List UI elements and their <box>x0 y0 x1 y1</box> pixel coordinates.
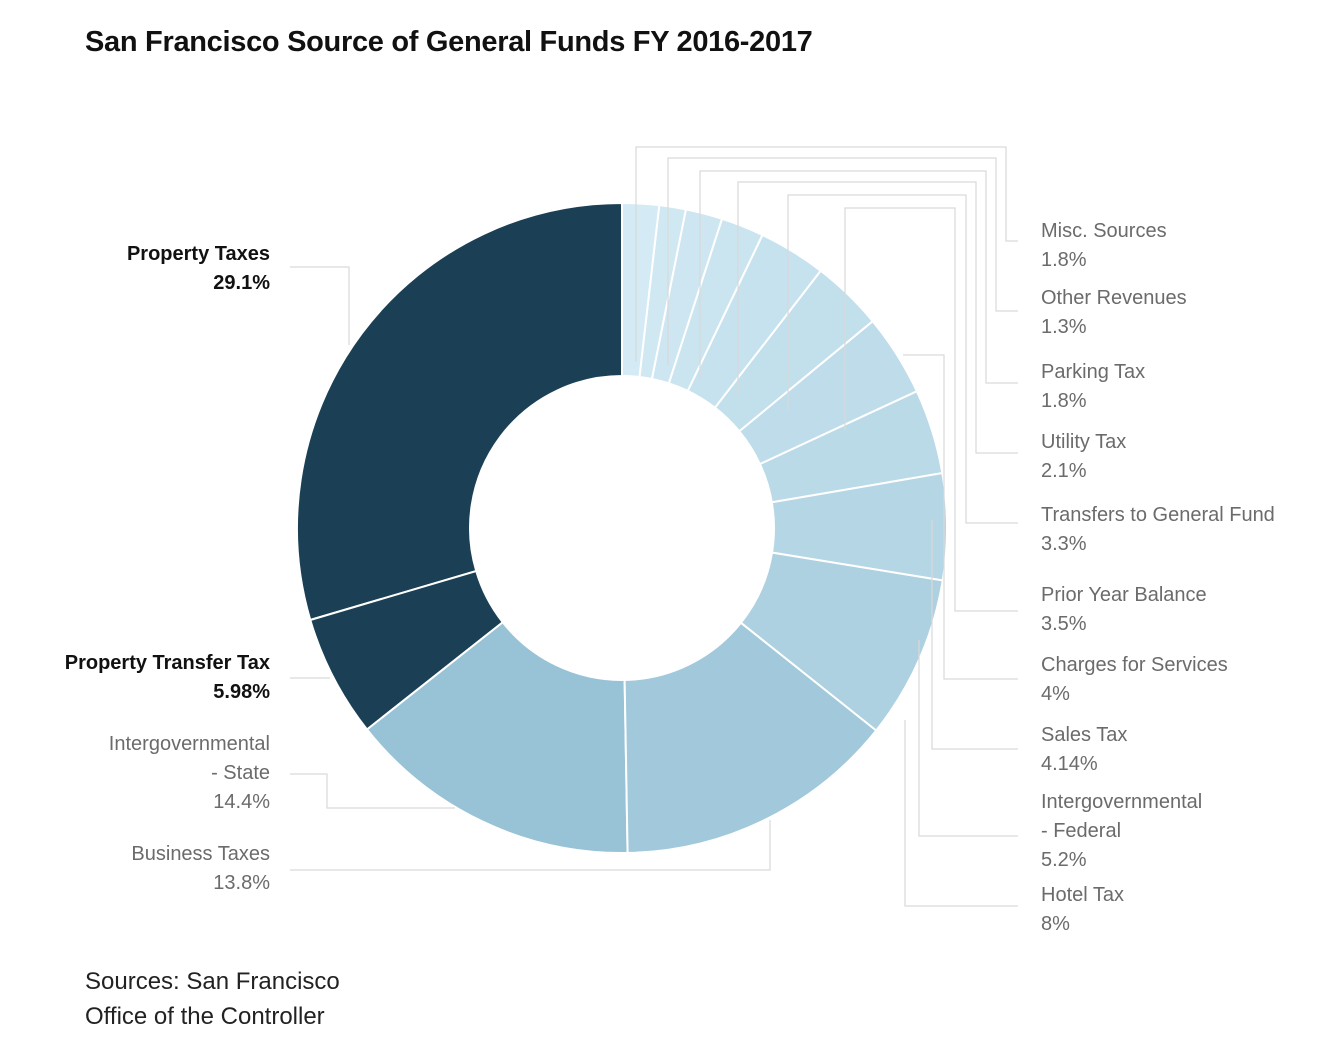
label-sales-tax-value: 4.14% <box>1041 753 1098 775</box>
label-intergov-state-value: 14.4% <box>213 791 270 813</box>
label-hotel-tax-name: Hotel Tax <box>1041 884 1124 906</box>
label-utility-tax-name: Utility Tax <box>1041 431 1126 453</box>
leader-charges-for-services <box>903 354 1018 680</box>
slice-utility-tax <box>667 217 764 393</box>
label-property-transfer-tax-name: Property Transfer Tax <box>65 652 270 674</box>
slice-parking-tax <box>650 208 724 385</box>
leader-lines <box>290 146 1018 907</box>
leader-hotel-tax <box>904 720 1018 907</box>
label-intergov-federal-value: 5.2% <box>1041 849 1087 871</box>
slice-intergovernmental-state <box>365 620 629 854</box>
leader-sales-tax <box>931 520 1018 750</box>
leader-property-taxes <box>290 266 350 345</box>
donut-slices <box>296 201 948 854</box>
leader-transfers-to-general-fund <box>787 194 1018 524</box>
label-sales-tax-name: Sales Tax <box>1041 724 1127 746</box>
label-charges-for-services-name: Charges for Services <box>1041 654 1228 676</box>
label-charges-for-services-value: 4% <box>1041 683 1070 705</box>
label-property-transfer-tax-value: 5.98% <box>213 681 270 703</box>
slice-intergovernmental-federal <box>770 471 948 582</box>
label-intergov-federal-name: Intergovernmental <box>1041 791 1202 813</box>
label-transfers-to-general-fund-value: 3.3% <box>1041 533 1087 555</box>
label-business-taxes-value: 13.8% <box>213 872 270 894</box>
slice-transfers-to-general-fund <box>686 233 823 410</box>
label-prior-year-balance-value: 3.5% <box>1041 613 1087 635</box>
label-hotel-tax-value: 8% <box>1041 913 1070 935</box>
label-misc-sources-name: Misc. Sources <box>1041 220 1167 242</box>
label-intergov-state-name: - State <box>211 762 270 784</box>
label-other-revenues-value: 1.3% <box>1041 316 1087 338</box>
label-intergov-federal-name: - Federal <box>1041 820 1121 842</box>
slice-business-taxes <box>623 621 878 854</box>
label-other-revenues-name: Other Revenues <box>1041 287 1187 309</box>
label-parking-tax-name: Parking Tax <box>1041 361 1145 383</box>
leader-other-revenues <box>667 157 1018 365</box>
label-property-taxes-value: 29.1% <box>213 272 270 294</box>
slice-property-transfer-tax <box>309 569 505 731</box>
slice-charges-for-services <box>737 319 919 466</box>
source-note: Sources: San Francisco Office of the Con… <box>85 968 340 1030</box>
label-prior-year-balance-name: Prior Year Balance <box>1041 584 1207 606</box>
leader-business-taxes <box>290 820 771 871</box>
chart-title: San Francisco Source of General Funds FY… <box>85 26 813 58</box>
label-property-taxes-name: Property Taxes <box>127 243 270 265</box>
slice-labels: Property Taxes 29.1% Property Transfer Tax… <box>65 220 1275 935</box>
slice-property-taxes <box>296 201 623 622</box>
leader-prior-year-balance <box>844 207 1018 612</box>
slice-misc-sources <box>621 201 661 379</box>
slice-sales-tax <box>758 389 944 504</box>
label-utility-tax-value: 2.1% <box>1041 460 1087 482</box>
label-transfers-to-general-fund-name: Transfers to General Fund <box>1041 504 1275 526</box>
label-business-taxes-name: Business Taxes <box>131 843 270 865</box>
label-intergov-state-name: Intergovernmental <box>109 733 270 755</box>
leader-intergov-state <box>290 773 455 809</box>
leader-intergov-federal <box>918 640 1018 837</box>
label-parking-tax-value: 1.8% <box>1041 390 1087 412</box>
leader-misc-sources <box>635 146 1018 362</box>
label-misc-sources-value: 1.8% <box>1041 249 1087 271</box>
slice-prior-year-balance <box>713 269 875 433</box>
leader-parking-tax <box>699 170 1018 384</box>
leader-utility-tax <box>737 181 1018 454</box>
